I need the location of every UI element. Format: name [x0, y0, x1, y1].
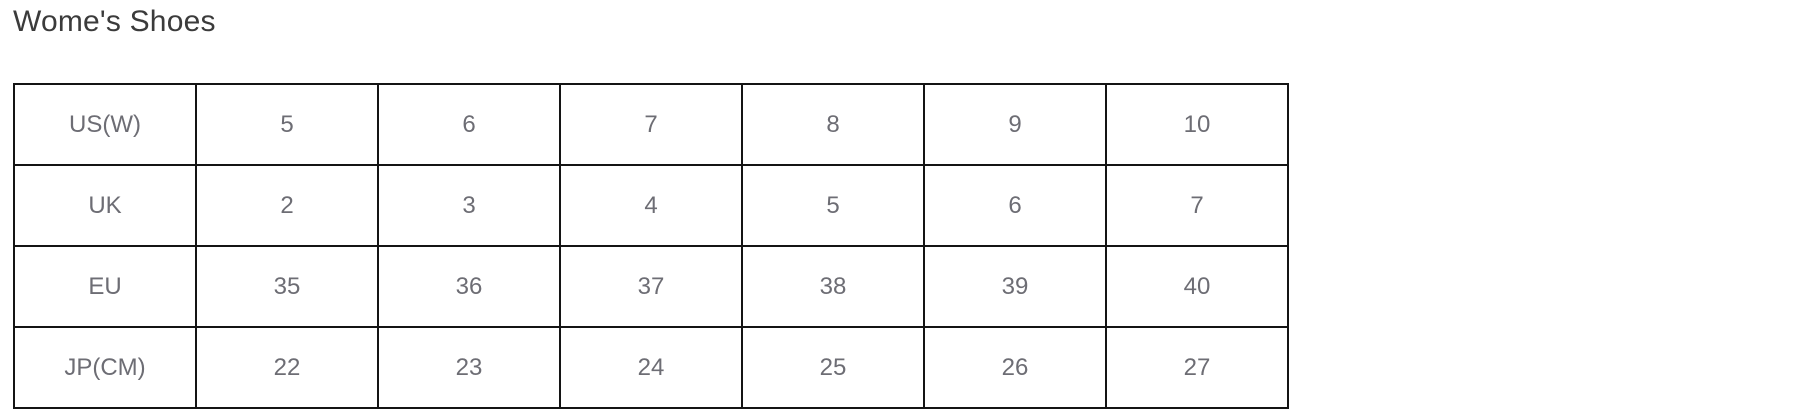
size-cell-us-2: 7 [559, 83, 743, 166]
table-row-jp: JP(CM) 22 23 24 25 26 27 [13, 326, 1289, 409]
size-cell-eu-4: 39 [923, 245, 1107, 328]
size-cell-jp-1: 23 [377, 326, 561, 409]
size-cell-jp-0: 22 [195, 326, 379, 409]
size-cell-jp-2: 24 [559, 326, 743, 409]
size-cell-eu-1: 36 [377, 245, 561, 328]
size-chart-table: US(W) 5 6 7 8 9 10 UK 2 3 4 5 6 7 EU 35 … [13, 83, 1289, 409]
row-header-us: US(W) [13, 83, 197, 166]
size-cell-eu-0: 35 [195, 245, 379, 328]
size-cell-us-4: 9 [923, 83, 1107, 166]
row-header-eu: EU [13, 245, 197, 328]
size-cell-jp-3: 25 [741, 326, 925, 409]
row-header-uk: UK [13, 164, 197, 247]
size-chart-table-body: US(W) 5 6 7 8 9 10 UK 2 3 4 5 6 7 EU 35 … [13, 83, 1289, 409]
size-cell-uk-5: 7 [1105, 164, 1289, 247]
table-row-uk: UK 2 3 4 5 6 7 [13, 164, 1289, 247]
size-cell-us-3: 8 [741, 83, 925, 166]
size-cell-eu-3: 38 [741, 245, 925, 328]
size-cell-jp-5: 27 [1105, 326, 1289, 409]
size-cell-jp-4: 26 [923, 326, 1107, 409]
size-cell-us-1: 6 [377, 83, 561, 166]
size-cell-uk-3: 5 [741, 164, 925, 247]
size-cell-eu-5: 40 [1105, 245, 1289, 328]
size-cell-uk-2: 4 [559, 164, 743, 247]
row-header-jp: JP(CM) [13, 326, 197, 409]
size-cell-uk-1: 3 [377, 164, 561, 247]
table-row-us: US(W) 5 6 7 8 9 10 [13, 83, 1289, 166]
size-cell-us-5: 10 [1105, 83, 1289, 166]
size-cell-uk-4: 6 [923, 164, 1107, 247]
size-cell-uk-0: 2 [195, 164, 379, 247]
table-row-eu: EU 35 36 37 38 39 40 [13, 245, 1289, 328]
size-cell-us-0: 5 [195, 83, 379, 166]
page-title: Wome's Shoes [13, 5, 216, 38]
size-cell-eu-2: 37 [559, 245, 743, 328]
